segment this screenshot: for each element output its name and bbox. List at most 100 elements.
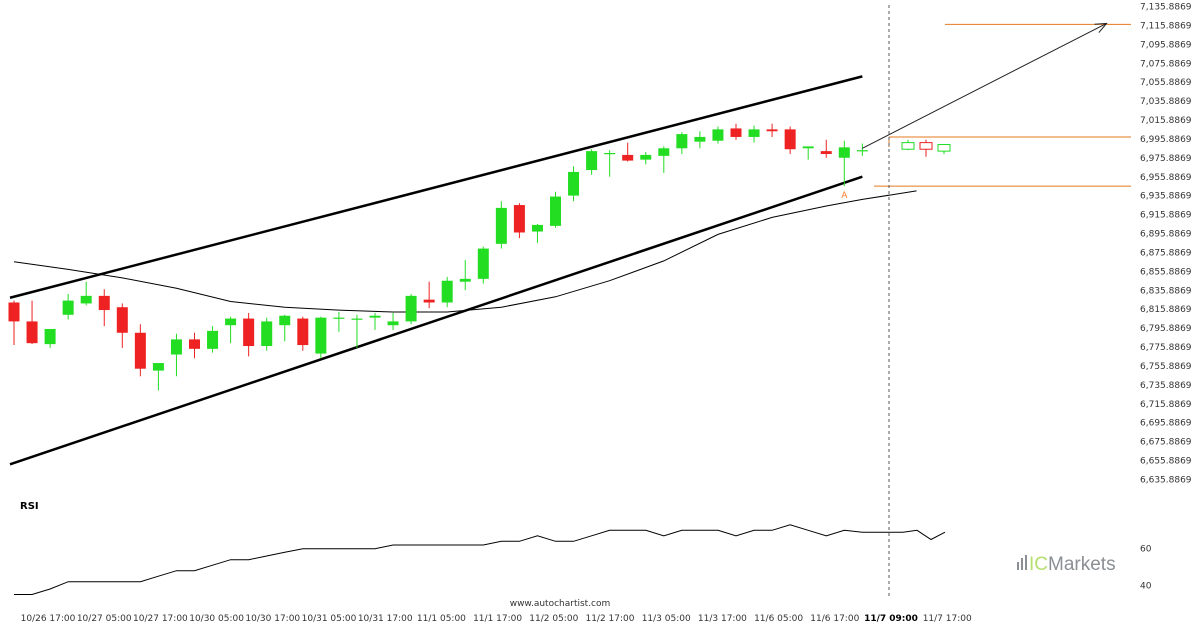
bull-candle	[405, 295, 417, 322]
y-tick-label: 6,695.8869	[1140, 419, 1192, 429]
y-tick-label: 7,135.8869	[1140, 3, 1192, 13]
x-tick-label: 11/2 17:00	[585, 614, 634, 624]
bear-candle	[784, 129, 796, 150]
forecast-group	[862, 22, 1108, 157]
brand-bars-icon	[1017, 555, 1027, 570]
bull-candle	[207, 330, 219, 349]
bull-candle	[225, 318, 237, 326]
y-tick-label: 7,055.8869	[1140, 78, 1192, 88]
y-tick-label: 6,995.8869	[1140, 135, 1192, 145]
bull-candle	[676, 134, 688, 149]
y-tick-label: 6,895.8869	[1140, 230, 1192, 240]
bull-candle	[694, 136, 706, 142]
y-axis: 7,135.8869 7,115.8869 7,095.8869 7,075.8869…	[1140, 3, 1192, 486]
pattern-point-label: A	[841, 191, 848, 201]
y-tick-label: 6,875.8869	[1140, 248, 1192, 258]
bull-candle	[838, 147, 850, 158]
forecast-arrow-head	[1094, 22, 1108, 33]
y-tick-label: 6,755.8869	[1140, 362, 1192, 372]
forecast-bull-candle	[937, 144, 951, 152]
bear-candle	[116, 307, 128, 333]
bear-candle	[8, 302, 20, 322]
y-tick-label: 6,655.8869	[1140, 457, 1192, 467]
brand-logo: ICMarkets	[1017, 554, 1116, 575]
x-tick-label: 10/26 17:00	[21, 614, 76, 624]
bear-candle	[189, 339, 200, 349]
y-tick-label: 7,115.8869	[1140, 21, 1192, 31]
bull-candle	[658, 148, 670, 156]
y-tick-label: 7,015.8869	[1140, 116, 1192, 126]
x-tick-label: 11/7 17:00	[923, 614, 972, 624]
bull-candle	[387, 321, 399, 326]
bear-candle	[730, 128, 742, 137]
forecast-arrow-line	[862, 22, 1107, 149]
y-tick-label: 6,635.8869	[1140, 476, 1192, 486]
moving-average-line	[13, 190, 917, 313]
rsi-panel: RSI 60 40	[14, 501, 1152, 595]
bull-candle	[152, 363, 164, 371]
bull-candle	[459, 278, 471, 282]
x-tick-label: 11/3 05:00	[642, 614, 691, 624]
forecast-bull-candle	[901, 142, 915, 150]
bull-candle	[441, 280, 453, 303]
bull-candle	[80, 295, 92, 304]
brand-name: ICMarkets	[1029, 554, 1116, 575]
x-tick-label: 11/2 05:00	[529, 614, 578, 624]
x-tick-label: 11/6 17:00	[810, 614, 859, 624]
rsi-axis-label-40: 40	[1140, 581, 1152, 591]
bull-candle	[170, 339, 182, 355]
bull-candle	[640, 154, 652, 160]
y-tick-label: 7,035.8869	[1140, 97, 1192, 107]
y-tick-label: 6,775.8869	[1140, 343, 1192, 353]
x-tick-label: 10/30 17:00	[245, 614, 300, 624]
bull-candle	[44, 328, 56, 345]
candles-group	[8, 123, 868, 391]
bear-candle	[297, 318, 309, 346]
bull-candle	[586, 151, 598, 171]
y-tick-label: 7,075.8869	[1140, 59, 1192, 69]
bull-candle	[802, 146, 814, 149]
forecast-bear-candle	[919, 142, 933, 150]
bear-candle	[513, 205, 525, 233]
bull-candle	[279, 315, 291, 326]
x-tick-label: 10/31 05:00	[302, 614, 357, 624]
bear-candle	[134, 332, 146, 369]
y-tick-label: 6,735.8869	[1140, 381, 1192, 391]
bear-candle	[423, 299, 435, 303]
bull-candle	[333, 317, 345, 319]
rsi-title: RSI	[20, 501, 39, 512]
y-tick-label: 7,095.8869	[1140, 40, 1192, 50]
channel-lines	[9, 75, 863, 466]
levels-group	[874, 23, 1131, 187]
rsi-axis-label-60: 60	[1140, 545, 1152, 555]
x-tick-label: 11/1 17:00	[473, 614, 522, 624]
x-axis: 10/26 17:00 10/27 05:00 10/27 17:00 10/30 0…	[21, 614, 972, 624]
y-tick-label: 6,935.8869	[1140, 192, 1192, 202]
bear-candle	[820, 151, 832, 154]
bull-candle	[477, 248, 489, 279]
bull-candle	[315, 317, 327, 354]
bull-candle	[531, 224, 543, 232]
x-tick-label: 11/6 05:00	[754, 614, 803, 624]
bull-candle	[604, 153, 616, 155]
y-tick-label: 6,835.8869	[1140, 286, 1192, 296]
y-tick-label: 6,815.8869	[1140, 305, 1192, 315]
watermark: www.autochartist.com	[510, 599, 611, 609]
y-tick-label: 6,975.8869	[1140, 154, 1192, 164]
bull-candle	[261, 321, 273, 347]
bear-candle	[98, 295, 110, 311]
bull-candle	[748, 129, 760, 137]
bull-candle	[62, 300, 74, 315]
x-tick-label: 11/7 09:00	[864, 614, 918, 624]
y-tick-label: 6,795.8869	[1140, 324, 1192, 334]
channel-upper-line	[9, 75, 863, 299]
bull-candle	[351, 318, 363, 320]
bull-candle	[369, 315, 381, 318]
bear-candle	[26, 321, 38, 344]
bear-candle	[243, 318, 255, 347]
rsi-line	[14, 524, 946, 595]
bull-candle	[856, 150, 868, 152]
y-tick-label: 6,915.8869	[1140, 211, 1192, 221]
x-tick-label: 11/3 17:00	[698, 614, 747, 624]
